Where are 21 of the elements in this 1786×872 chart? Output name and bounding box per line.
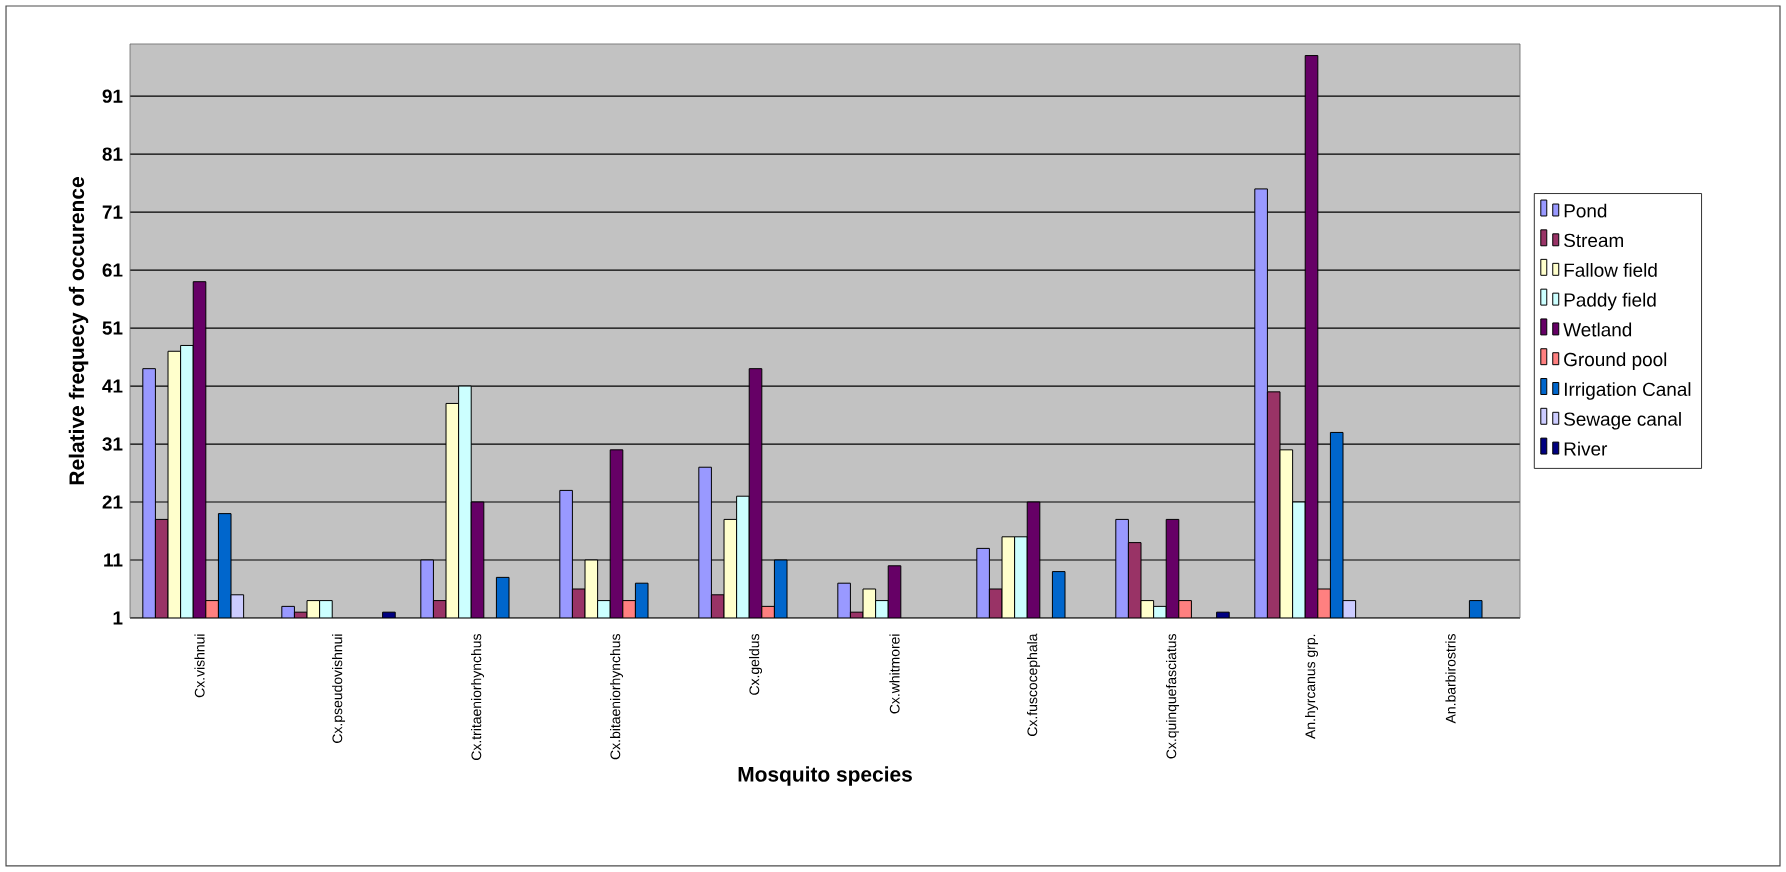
legend-label: River (1564, 441, 1608, 456)
y-tick-label: 61 (102, 263, 123, 277)
y-tick-label: 91 (102, 89, 123, 103)
legend-label: Irrigation Canal (1564, 382, 1691, 400)
legend-label: Ground pool (1564, 352, 1667, 370)
y-tick-label: 31 (102, 437, 123, 451)
y-tick-label: 51 (102, 321, 123, 335)
y-tick-label: 71 (102, 205, 123, 219)
legend-label: Stream (1564, 233, 1623, 248)
legend-label: Pond (1564, 203, 1607, 218)
y-tick-label: 11 (104, 553, 123, 567)
legend-label: Paddy field (1564, 292, 1656, 311)
y-tick-label: 81 (102, 147, 123, 161)
x-axis-title: Mosquito species (738, 766, 912, 786)
legend-label: Sewage canal (1564, 411, 1681, 430)
legend-label: Wetland (1563, 322, 1632, 337)
y-tick-label: 21 (102, 495, 123, 509)
y-tick-label: 1 (113, 611, 123, 625)
y-axis-title: Relative frequecy of occurence (68, 177, 89, 485)
legend-label: Fallow field (1564, 262, 1657, 277)
y-tick-label: 41 (102, 379, 123, 393)
